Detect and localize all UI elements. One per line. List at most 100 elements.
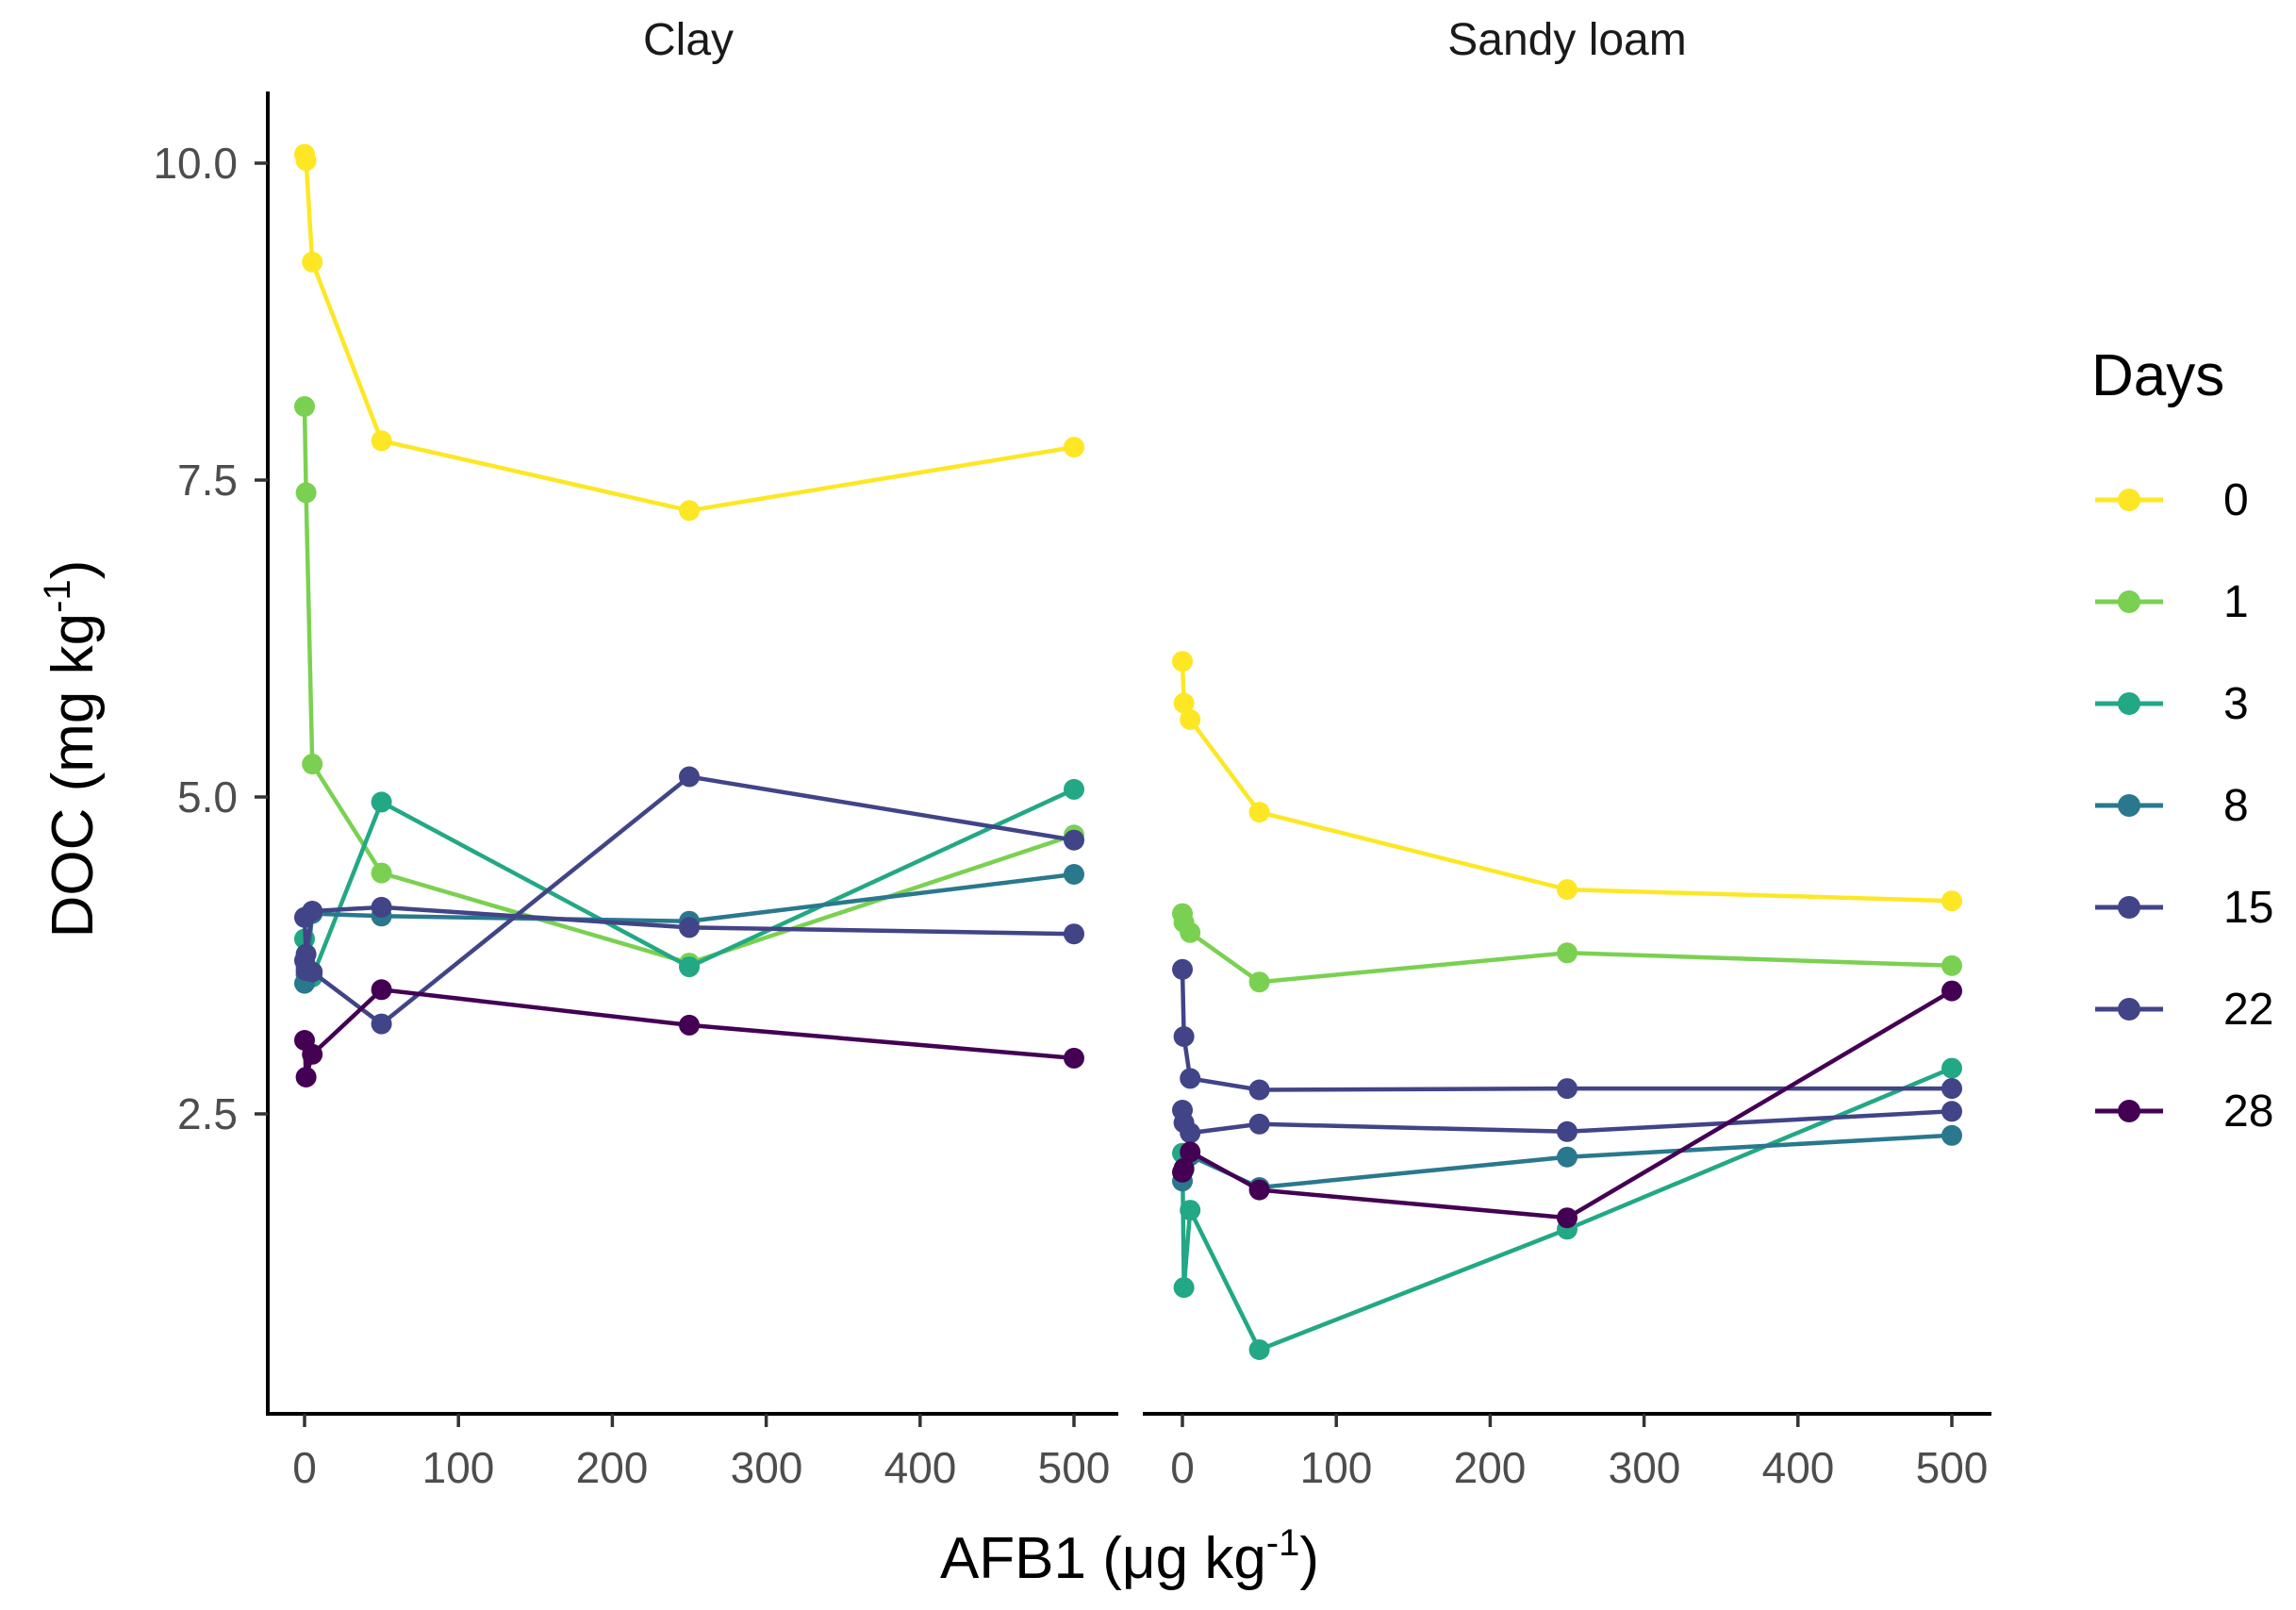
data-point-day-1-clay [294, 396, 315, 417]
legend-key-point [2118, 794, 2140, 817]
x-tick-label: 500 [1038, 1443, 1111, 1492]
data-point-day-15-clay [302, 961, 323, 983]
x-axis-title-text: AFB1 (μg kg [940, 1526, 1266, 1591]
data-point-day-15-sandy-loam [1941, 1078, 1962, 1100]
legend-label: 15 [2223, 883, 2273, 933]
series-line-day-0-sandy-loam [1180, 661, 1953, 904]
data-point-day-1-sandy-loam [1180, 921, 1201, 943]
y-tick-label: 2.5 [177, 1089, 238, 1138]
y-axis-title-sup: -1 [37, 579, 78, 613]
legend-key-point [2118, 692, 2140, 715]
data-point-day-3-clay [371, 791, 392, 813]
data-point-day-0-sandy-loam [1172, 651, 1193, 672]
data-point-day-22-clay [302, 901, 323, 921]
series-line-day-15-clay [302, 774, 1075, 1027]
data-point-day-28-sandy-loam [1557, 1207, 1577, 1229]
data-point-day-0-clay [371, 430, 392, 452]
data-point-day-0-clay [679, 500, 700, 522]
data-point-day-15-sandy-loam [1173, 1026, 1195, 1047]
legend-key-point [2118, 590, 2140, 613]
y-tick-label: 10.0 [153, 139, 238, 188]
data-point-day-28-sandy-loam [1248, 1179, 1270, 1201]
facet-label-clay: Clay [643, 15, 734, 65]
data-point-day-28-clay [302, 1043, 323, 1065]
data-point-day-22-clay [1064, 923, 1084, 945]
x-tick-label: 200 [576, 1443, 649, 1492]
x-axis-title-end: ) [1299, 1526, 1319, 1591]
x-tick-label: 100 [1300, 1443, 1373, 1492]
legend-keys [2095, 489, 2163, 1122]
data-point-day-22-sandy-loam [1248, 1113, 1270, 1135]
data-point-day-28-clay [1064, 1047, 1084, 1069]
data-point-day-3-clay [679, 956, 700, 978]
data-point-day-1-clay [302, 754, 323, 775]
data-point-day-22-sandy-loam [1557, 1120, 1577, 1142]
x-axis-title-sup: -1 [1266, 1522, 1300, 1564]
data-point-day-22-sandy-loam [1941, 1101, 1962, 1122]
data-point-day-8-clay [1064, 864, 1084, 885]
data-point-day-28-sandy-loam [1180, 1141, 1201, 1163]
data-point-day-28-clay [679, 1014, 700, 1036]
legend-label: 0 [2223, 475, 2249, 525]
data-point-day-1-clay [295, 482, 317, 504]
x-tick-label: 500 [1916, 1443, 1989, 1492]
data-point-day-3-clay [1064, 778, 1084, 800]
series-line-day-3-sandy-loam [1180, 1066, 1953, 1353]
data-point-day-15-sandy-loam [1248, 1079, 1270, 1101]
y-axis-title-end: ) [41, 560, 106, 580]
data-point-day-0-sandy-loam [1248, 802, 1270, 823]
data-point-day-15-sandy-loam [1180, 1068, 1201, 1089]
data-point-day-15-clay [679, 766, 700, 788]
legend: Days 0 1 3 8 15 22 28 [2091, 343, 2273, 1137]
data-point-day-3-sandy-loam [1248, 1339, 1270, 1360]
data-point-day-22-clay [295, 943, 317, 965]
x-tick-label: 100 [422, 1443, 495, 1492]
legend-title: Days [2091, 343, 2224, 408]
data-point-day-0-sandy-loam [1173, 692, 1195, 714]
legend-label: 8 [2223, 781, 2249, 831]
legend-label: 3 [2223, 679, 2249, 729]
series-layer [294, 143, 1962, 1360]
y-axis-title: DOC (mg kg-1) [37, 560, 106, 938]
data-point-day-8-sandy-loam [1941, 1124, 1962, 1146]
legend-label: 22 [2223, 985, 2273, 1035]
data-point-day-28-clay [371, 979, 392, 1001]
data-point-day-0-sandy-loam [1180, 709, 1201, 730]
x-ticks-sandy-loam: 0 100 200 300 400 500 [1170, 1443, 1988, 1492]
x-tick-label: 0 [1170, 1443, 1195, 1492]
data-point-day-28-sandy-loam [1173, 1157, 1195, 1179]
x-tick-label: 400 [884, 1443, 957, 1492]
y-tick-label: 5.0 [177, 772, 238, 822]
data-point-day-22-clay [371, 896, 392, 918]
legend-key-point [2118, 896, 2140, 919]
legend-key-point [2118, 1100, 2140, 1122]
legend-label: 28 [2223, 1087, 2273, 1137]
data-point-day-15-sandy-loam [1557, 1078, 1577, 1100]
data-point-day-3-sandy-loam [1173, 1277, 1195, 1299]
data-point-day-1-sandy-loam [1941, 954, 1962, 976]
y-axis-title-text: DOC (mg kg [41, 613, 106, 938]
legend-key-point [2118, 489, 2140, 511]
data-point-day-0-clay [295, 150, 317, 172]
data-point-day-1-clay [371, 862, 392, 884]
x-tick-label: 400 [1762, 1443, 1835, 1492]
data-point-day-28-clay [295, 1067, 317, 1087]
data-point-day-15-clay [371, 1013, 392, 1035]
data-point-day-8-sandy-loam [1557, 1146, 1577, 1168]
x-axis-title: AFB1 (μg kg-1) [940, 1522, 1319, 1591]
data-point-day-15-sandy-loam [1172, 958, 1193, 980]
data-point-day-22-clay [679, 917, 700, 938]
data-point-day-3-sandy-loam [1941, 1057, 1962, 1079]
data-point-day-0-sandy-loam [1941, 890, 1962, 912]
legend-key-point [2118, 998, 2140, 1021]
facet-label-sandy-loam: Sandy loam [1447, 15, 1686, 65]
x-tick-label: 200 [1454, 1443, 1527, 1492]
data-point-day-3-sandy-loam [1180, 1200, 1201, 1221]
series-line-day-15-sandy-loam [1180, 969, 1952, 1092]
y-ticks: 2.5 5.0 7.5 10.0 [153, 139, 268, 1138]
data-point-day-0-sandy-loam [1557, 879, 1577, 901]
data-point-day-0-clay [1064, 437, 1084, 458]
axes [266, 91, 1991, 1416]
series-line-day-0-clay [302, 154, 1075, 513]
data-point-day-22-sandy-loam [1180, 1122, 1201, 1144]
